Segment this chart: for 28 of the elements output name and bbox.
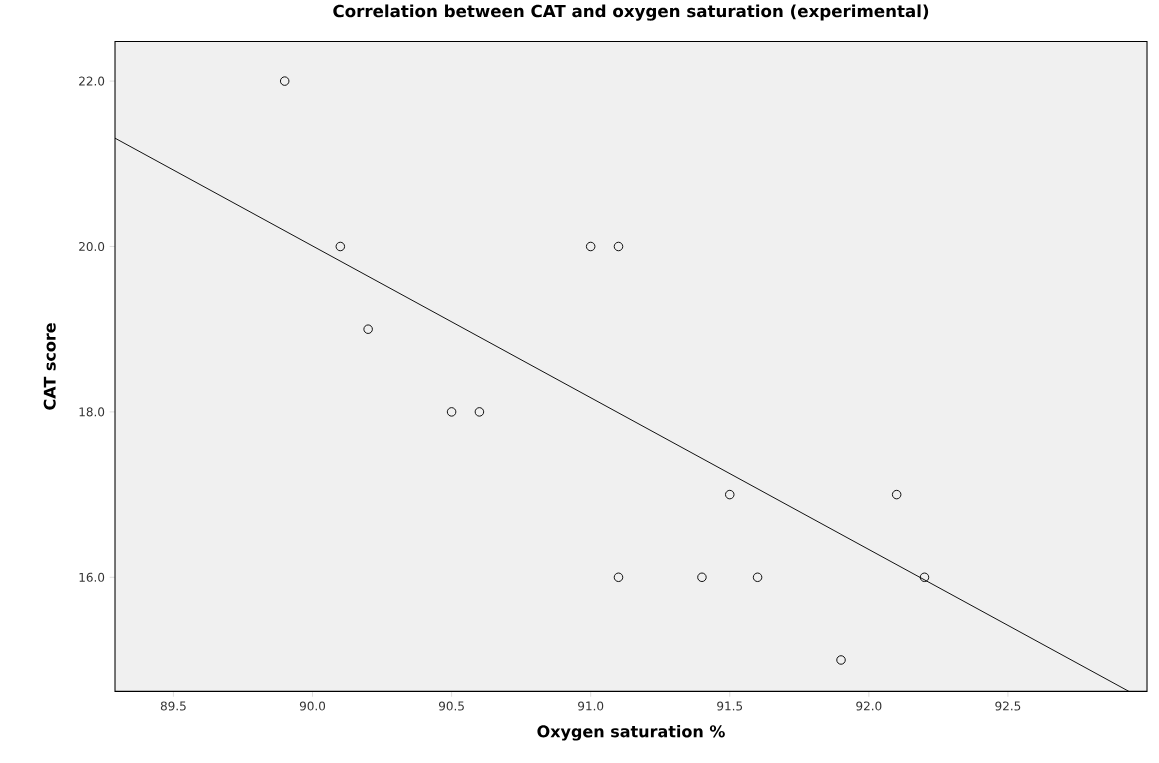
- y-tick-label: 22.0: [79, 76, 105, 86]
- y-tick-label: 16.0: [79, 572, 105, 582]
- point: [613, 572, 624, 582]
- x-tick-label: 89.5: [160, 701, 186, 711]
- x-tick-label: 91.5: [717, 701, 743, 711]
- point: [836, 655, 846, 665]
- point: [725, 489, 735, 500]
- x-axis-title: Oxygen saturation %: [537, 724, 725, 741]
- point: [474, 406, 485, 417]
- chart-title: Correlation between CAT and oxygen saturation (experimental): [333, 4, 929, 21]
- x-tick-label: 92.0: [856, 701, 882, 711]
- y-tick-label: 18.0: [79, 407, 105, 417]
- point: [891, 489, 902, 500]
- x-tick-label: 90.5: [438, 701, 464, 711]
- point: [752, 572, 763, 582]
- x-tick-label: 91.0: [578, 701, 604, 711]
- point: [613, 241, 624, 252]
- x-tick-label: 90.0: [299, 701, 326, 711]
- x-tick-label: 92.5: [995, 701, 1021, 711]
- point: [446, 406, 457, 417]
- point: [363, 324, 373, 334]
- point: [697, 572, 707, 582]
- point: [585, 241, 596, 252]
- y-tick-label: 20.0: [79, 241, 105, 251]
- point: [279, 76, 290, 86]
- point: [919, 572, 930, 582]
- y-axis-title: CAT score: [43, 322, 56, 410]
- point: [335, 241, 346, 252]
